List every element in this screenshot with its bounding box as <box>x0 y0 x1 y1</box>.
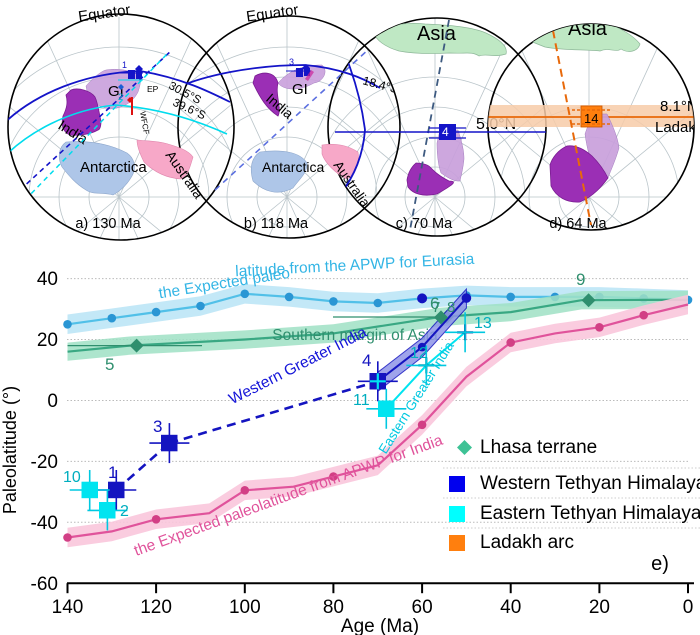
svg-text:Eastern Tethyan Himalaya: Eastern Tethyan Himalaya <box>480 503 700 524</box>
svg-text:100: 100 <box>229 597 261 618</box>
svg-text:9: 9 <box>576 270 585 289</box>
svg-text:3: 3 <box>289 57 294 67</box>
svg-text:3: 3 <box>153 417 162 436</box>
svg-text:80: 80 <box>323 597 344 618</box>
svg-text:Antarctica: Antarctica <box>80 159 147 176</box>
svg-text:2: 2 <box>118 92 123 102</box>
svg-text:GI: GI <box>292 81 308 98</box>
svg-text:Asia: Asia <box>417 23 457 45</box>
svg-text:e): e) <box>651 553 669 575</box>
svg-text:0: 0 <box>683 597 694 618</box>
svg-text:0: 0 <box>47 391 58 412</box>
svg-text:-40: -40 <box>31 513 58 534</box>
svg-text:a) 130 Ma: a) 130 Ma <box>75 216 141 232</box>
svg-text:Paleolatitude (°): Paleolatitude (°) <box>0 386 20 514</box>
svg-text:4: 4 <box>442 125 449 139</box>
svg-text:20: 20 <box>37 330 58 351</box>
svg-text:13: 13 <box>474 315 492 332</box>
svg-text:b) 118 Ma: b) 118 Ma <box>244 216 309 232</box>
svg-text:10: 10 <box>63 469 81 486</box>
svg-text:Western Tethyan Himalaya: Western Tethyan Himalaya <box>480 473 700 494</box>
svg-text:EP: EP <box>147 84 159 94</box>
svg-text:5: 5 <box>105 355 114 374</box>
svg-text:Lhasa terrane: Lhasa terrane <box>480 437 597 458</box>
svg-text:1: 1 <box>122 60 127 70</box>
svg-text:20: 20 <box>589 597 610 618</box>
svg-text:140: 140 <box>52 597 84 618</box>
svg-text:c) 70 Ma: c) 70 Ma <box>396 216 453 232</box>
svg-text:-20: -20 <box>31 452 58 473</box>
svg-text:2: 2 <box>120 503 129 520</box>
svg-text:14: 14 <box>584 111 598 126</box>
svg-text:40: 40 <box>37 269 58 290</box>
svg-text:d) 64 Ma: d) 64 Ma <box>549 216 607 232</box>
svg-text:7: 7 <box>432 299 440 316</box>
svg-text:12: 12 <box>410 345 428 362</box>
svg-text:4: 4 <box>362 351 371 370</box>
svg-text:60: 60 <box>412 597 433 618</box>
svg-text:Age (Ma): Age (Ma) <box>341 616 419 635</box>
svg-text:Antarctica: Antarctica <box>262 159 324 175</box>
svg-text:Ladakh arc: Ladakh arc <box>480 532 574 553</box>
svg-text:8: 8 <box>447 299 455 316</box>
svg-text:-60: -60 <box>31 574 58 595</box>
svg-text:40: 40 <box>500 597 521 618</box>
svg-text:Ladakh arc: Ladakh arc <box>655 119 700 136</box>
svg-text:1: 1 <box>108 463 117 482</box>
svg-text:11: 11 <box>353 392 370 409</box>
svg-text:120: 120 <box>140 597 172 618</box>
